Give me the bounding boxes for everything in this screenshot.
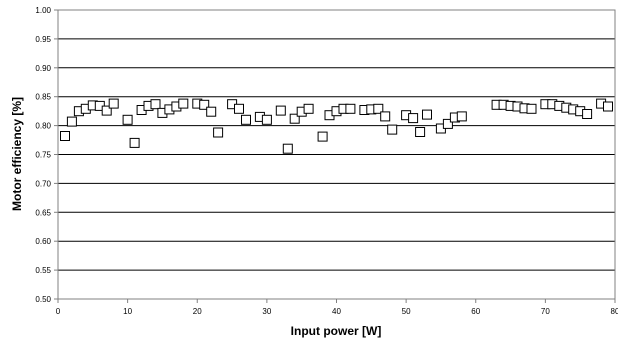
data-point (422, 109, 432, 120)
y-tick-label: 0.75 (35, 151, 51, 160)
data-points (60, 98, 613, 154)
data-point (108, 98, 119, 109)
data-point (66, 116, 77, 127)
data-point (150, 99, 161, 110)
data-point (603, 101, 613, 112)
data-point (456, 111, 467, 122)
x-tick-label: 40 (332, 307, 341, 316)
data-point (442, 118, 453, 129)
data-point (206, 106, 217, 117)
data-point (199, 99, 210, 110)
x-tick-label: 30 (262, 307, 271, 316)
grid-lines (58, 38, 615, 271)
data-point (261, 114, 272, 125)
data-point (387, 124, 398, 135)
x-tick-label: 80 (611, 307, 618, 316)
data-point (345, 103, 356, 114)
data-point (415, 127, 426, 137)
data-point (122, 114, 133, 125)
data-point (380, 111, 391, 122)
y-tick-label: 0.90 (35, 64, 51, 73)
data-point (582, 109, 593, 119)
x-axis-ticks: 0 10 20 30 40 50 60 70 80 (56, 299, 618, 316)
x-tick-label: 70 (541, 307, 550, 316)
x-tick-label: 10 (123, 307, 132, 316)
data-point (178, 98, 189, 109)
data-point (282, 143, 293, 154)
y-tick-label: 0.50 (35, 295, 51, 304)
y-tick-label: 1.00 (35, 6, 51, 15)
y-tick-label: 0.65 (35, 208, 51, 217)
y-tick-label: 0.80 (35, 122, 51, 131)
y-tick-label: 0.85 (35, 93, 51, 102)
y-tick-label: 0.95 (35, 35, 51, 44)
data-point (234, 103, 244, 114)
data-point (303, 103, 314, 114)
x-tick-label: 0 (56, 307, 61, 316)
x-tick-label: 60 (471, 307, 480, 316)
data-point (373, 103, 384, 114)
data-point (60, 131, 70, 141)
data-point (408, 113, 419, 124)
y-tick-label: 0.70 (35, 179, 51, 188)
y-axis-title: Motor efficiency [%] (10, 97, 24, 211)
y-tick-label: 0.60 (35, 237, 51, 246)
data-point (101, 105, 112, 116)
data-point (317, 131, 328, 142)
x-tick-label: 20 (193, 307, 202, 316)
x-axis-title: Input power [W] (291, 324, 382, 338)
data-point (213, 127, 224, 138)
y-axis-ticks: 0.50 0.55 0.60 0.65 0.70 0.75 0.80 0.85 0.90 0.95… (35, 6, 58, 304)
data-point (129, 137, 140, 148)
data-point (526, 103, 537, 114)
data-point (289, 113, 300, 124)
data-point (241, 114, 251, 125)
data-point (275, 105, 286, 116)
x-tick-label: 50 (402, 307, 411, 316)
y-tick-label: 0.55 (35, 266, 51, 275)
